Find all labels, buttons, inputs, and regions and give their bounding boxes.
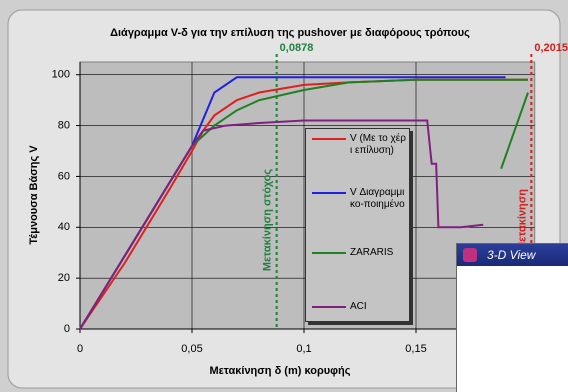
- screenshot: Διάγραμμα V-δ για την επίλυση της pushov…: [0, 0, 568, 392]
- marker-label: 0,2015: [534, 42, 568, 54]
- chart-title: Διάγραμμα V-δ για την επίλυση της pushov…: [110, 27, 470, 39]
- marker-text: Μετακίνηση στόχος: [262, 169, 274, 271]
- y-tick-label: 40: [58, 221, 70, 233]
- legend-swatch: [312, 252, 346, 254]
- y-tick-label: 60: [58, 170, 70, 182]
- legend: V (Με το χέρι επίλυση) V Διαγραμμικο-ποιη…: [305, 128, 410, 322]
- y-axis-label: Τέμνουσα Βάσης V: [28, 145, 40, 245]
- y-tick-label: 0: [64, 323, 70, 335]
- legend-swatch: [312, 138, 346, 140]
- legend-swatch: [312, 192, 346, 194]
- x-tick-label: 0,15: [405, 343, 426, 355]
- window[interactable]: 3-D View: [456, 243, 568, 392]
- legend-label: ZARARIS: [350, 247, 408, 259]
- legend-entry: ACI: [312, 301, 408, 313]
- y-tick-label: 100: [52, 69, 70, 81]
- marker-text: Μετακίνηση: [516, 189, 528, 251]
- legend-label: V (Με το χέρι επίλυση): [350, 133, 408, 157]
- legend-swatch: [312, 306, 346, 308]
- legend-label: ACI: [350, 301, 408, 313]
- x-axis-label: Μετακίνηση δ (m) κορυφής: [210, 365, 351, 377]
- x-tick-label: 0: [77, 343, 83, 355]
- y-tick-label: 20: [58, 272, 70, 284]
- legend-entry: ZARARIS: [312, 247, 408, 259]
- legend-entry: V (Με το χέρι επίλυση): [312, 133, 408, 157]
- legend-label: V Διαγραμμικο-ποιημένο: [350, 187, 408, 211]
- x-tick-label: 0,05: [181, 343, 202, 355]
- legend-entry: V Διαγραμμικο-ποιημένο: [312, 187, 408, 211]
- window-icon: [463, 248, 477, 262]
- y-tick-label: 80: [58, 119, 70, 131]
- marker-label: 0,0878: [280, 42, 314, 54]
- x-tick-label: 0,1: [296, 343, 311, 355]
